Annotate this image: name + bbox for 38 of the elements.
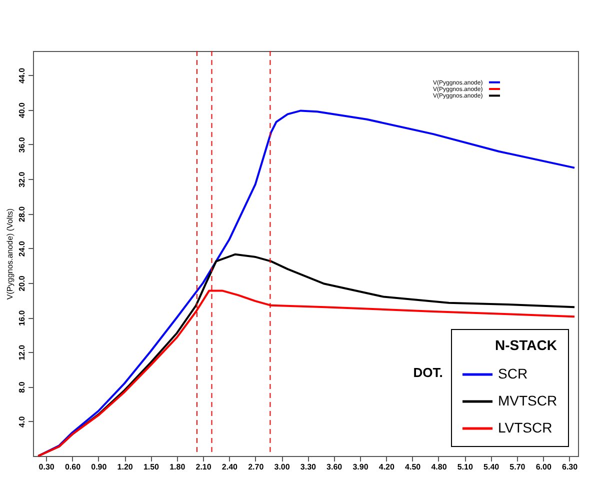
y-tick-label: 36.0 — [18, 136, 26, 153]
x-tick-label: 5.10 — [457, 462, 474, 472]
x-tick-label: 0.30 — [38, 462, 55, 472]
y-tick-label: 8.0 — [18, 381, 26, 393]
x-tick-label: 5.70 — [510, 462, 526, 472]
x-tick-label: 0.60 — [64, 462, 82, 472]
x-tick-label: 1.50 — [143, 462, 160, 472]
x-tick-label: 4.20 — [378, 462, 395, 472]
x-tick-label: 3.60 — [326, 462, 343, 472]
y-tick-label: 16.0 — [18, 310, 26, 326]
y-tick-label: 28.0 — [18, 206, 26, 222]
x-tick-label: 5.40 — [484, 462, 500, 472]
x-tick-label: 6.30 — [562, 462, 578, 472]
x-tick-label: 3.30 — [300, 462, 317, 472]
y-tick-label: 4.0 — [18, 416, 26, 428]
x-tick-label: 4.50 — [405, 462, 422, 472]
legend-title: N-STACK — [495, 337, 557, 353]
legend-label: SCR — [498, 366, 528, 382]
legend-label: LVTSCR — [498, 420, 552, 436]
x-tick-label: 3.90 — [352, 462, 369, 472]
y-axis-title: V(Pyggnos.anode) (Volts) — [6, 208, 14, 300]
x-tick-label: 1.80 — [170, 462, 186, 472]
y-tick-label: 24.0 — [18, 240, 26, 257]
x-tick-label: 2.10 — [196, 462, 212, 472]
y-tick-label: 32.0 — [18, 171, 26, 188]
x-tick-label: 2.40 — [222, 462, 238, 472]
x-tick-label: 3.00 — [274, 462, 290, 472]
x-tick-label: 1.20 — [117, 462, 134, 472]
y-tick-label: 20.0 — [18, 275, 26, 292]
y-tick-label: 40.0 — [18, 102, 26, 118]
x-tick-label: 6.00 — [536, 462, 552, 472]
annotation: DOT. — [413, 365, 443, 380]
x-tick-label: 2.70 — [248, 462, 264, 472]
y-tick-label: 12.0 — [18, 344, 26, 360]
x-tick-label: 4.80 — [431, 462, 448, 472]
y-tick-label: 44.0 — [18, 67, 26, 84]
x-tick-label: 0.90 — [91, 462, 108, 472]
legend-label: MVTSCR — [498, 392, 558, 408]
